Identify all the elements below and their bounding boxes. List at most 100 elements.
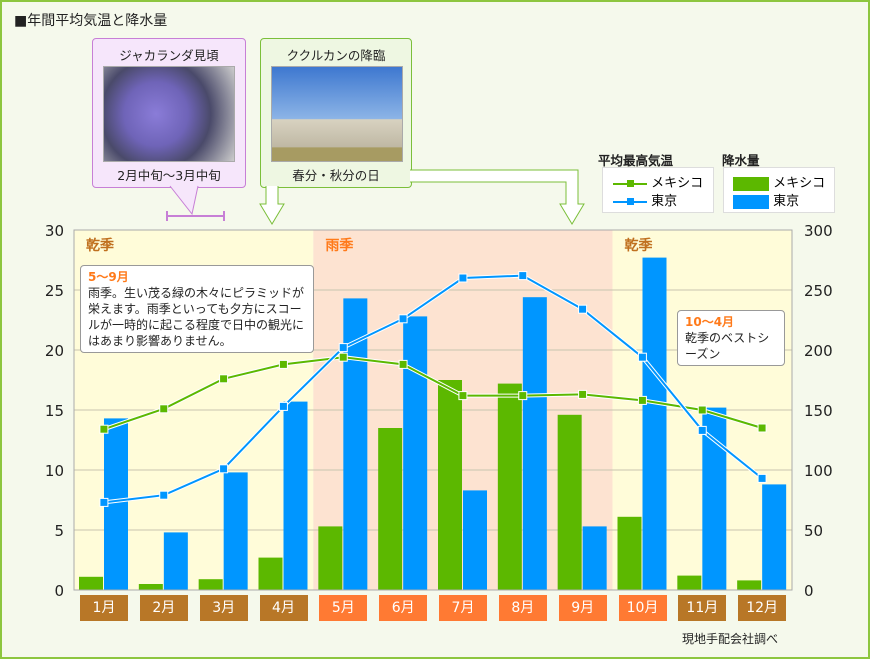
bar-mexico	[737, 580, 762, 590]
month-label: 8月	[498, 595, 547, 621]
point-tokyo	[697, 425, 707, 435]
point-mexico	[219, 374, 229, 384]
point-mexico	[637, 395, 647, 405]
point-tokyo	[518, 271, 528, 281]
y-right-tick-label: 0	[804, 582, 814, 600]
bar-mexico	[677, 575, 702, 590]
point-tokyo	[757, 473, 767, 483]
point-tokyo	[159, 490, 169, 500]
y-right-tick-label: 100	[804, 462, 833, 480]
legend-tokyo-line: 東京	[613, 190, 677, 209]
point-mexico	[578, 389, 588, 399]
rainy-tip-body: 雨季。生い茂る緑の木々にピラミッドが栄えます。雨季といっても夕方にスコールが一時…	[88, 286, 305, 348]
bar-mexico	[617, 516, 642, 590]
kukulkan-callout: ククルカンの降臨 春分・秋分の日	[260, 38, 412, 188]
y-left-tick-label: 20	[45, 342, 64, 360]
temp-legend: メキシコ 東京	[602, 167, 714, 213]
legend-mexico-line: メキシコ	[613, 172, 703, 191]
bar-tokyo	[762, 484, 787, 590]
month-label: 6月	[379, 595, 428, 621]
point-mexico	[757, 423, 767, 433]
y-left-tick-label: 30	[45, 222, 64, 240]
month-label: 1月	[80, 595, 128, 621]
precip-legend-title: 降水量	[722, 153, 760, 168]
month-label: 11月	[678, 595, 727, 621]
dry-season-tip: 10〜4月 乾季のベストシーズン	[677, 310, 785, 366]
y-right-tick-label: 50	[804, 522, 823, 540]
month-label: 4月	[259, 595, 308, 621]
point-mexico	[159, 404, 169, 414]
y-right-tick-label: 150	[804, 402, 833, 420]
dry-tip-body: 乾季のベストシーズン	[685, 331, 770, 361]
jacaranda-period: 2月中旬〜3月中旬	[117, 168, 221, 183]
point-tokyo	[99, 497, 109, 507]
chart-title: ■年間平均気温と降水量	[14, 13, 168, 29]
point-tokyo	[219, 464, 229, 474]
point-tokyo	[578, 304, 588, 314]
temp-legend-title: 平均最高気温	[598, 153, 674, 168]
bar-tokyo	[582, 526, 607, 590]
y-right-tick-label: 200	[804, 342, 833, 360]
month-label: 10月	[618, 595, 667, 621]
legend-tokyo-bar: 東京	[733, 190, 799, 209]
season-label: 乾季	[86, 237, 114, 254]
season-label: 雨季	[325, 237, 353, 254]
y-right-tick-label: 300	[804, 222, 833, 240]
line-mexico	[103, 356, 763, 431]
month-label: 2月	[139, 595, 188, 621]
rainy-tip-heading: 5〜9月	[88, 270, 129, 284]
point-mexico	[338, 352, 348, 362]
bar-mexico	[318, 526, 343, 590]
jacaranda-title: ジャカランダ見頃	[119, 48, 219, 63]
kukulkan-title: ククルカンの降臨	[286, 48, 386, 63]
bar-mexico	[378, 428, 403, 590]
bar-tokyo	[522, 297, 547, 590]
point-tokyo	[278, 401, 288, 411]
bar-mexico	[79, 576, 103, 590]
bar-mexico	[557, 414, 582, 590]
line-tokyo	[103, 274, 763, 504]
point-mexico	[398, 359, 408, 369]
point-mexico	[458, 391, 468, 401]
bar-mexico	[438, 380, 462, 590]
bar-tokyo	[642, 257, 667, 590]
point-tokyo	[458, 273, 468, 283]
y-right-tick-label: 250	[804, 282, 833, 300]
bar-mexico	[138, 584, 163, 590]
month-label: 5月	[319, 595, 368, 621]
bar-tokyo	[463, 490, 487, 590]
bar-tokyo	[403, 316, 428, 590]
month-label: 7月	[439, 595, 487, 621]
month-label: 9月	[558, 595, 607, 621]
bar-mexico	[258, 557, 283, 590]
y-left-tick-label: 15	[45, 402, 64, 420]
rainy-season-tip: 5〜9月 雨季。生い茂る緑の木々にピラミッドが栄えます。雨季といっても夕方にスコ…	[80, 265, 314, 353]
point-mexico	[518, 391, 528, 401]
dry-tip-heading: 10〜4月	[685, 315, 735, 329]
month-label: 12月	[738, 595, 787, 621]
month-label: 3月	[199, 595, 248, 621]
point-tokyo	[637, 352, 647, 362]
point-mexico	[99, 424, 109, 434]
y-left-tick-label: 0	[54, 582, 64, 600]
equinox-arrow-march	[259, 186, 285, 225]
legend-mexico-bar: メキシコ	[733, 172, 825, 191]
point-mexico	[697, 405, 707, 415]
y-left-tick-label: 10	[45, 462, 64, 480]
jacaranda-callout: ジャカランダ見頃 2月中旬〜3月中旬	[92, 38, 246, 188]
pyramid-photo	[271, 66, 403, 162]
bar-tokyo	[163, 532, 188, 590]
point-tokyo	[338, 343, 348, 353]
point-tokyo	[398, 314, 408, 324]
y-left-tick-label: 5	[54, 522, 64, 540]
point-mexico	[278, 359, 288, 369]
bar-mexico	[198, 579, 223, 590]
bar-tokyo	[223, 472, 248, 590]
bar-tokyo	[283, 401, 308, 590]
jacaranda-pointer	[169, 185, 199, 216]
season-label: 乾季	[625, 237, 653, 254]
y-left-tick-label: 25	[45, 282, 64, 300]
bar-mexico	[497, 383, 522, 590]
equinox-arrow-september	[410, 169, 585, 225]
